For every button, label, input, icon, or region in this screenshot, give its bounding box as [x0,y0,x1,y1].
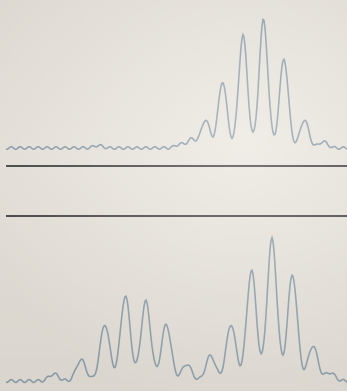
upper-trace [5,18,347,151]
lower-trace [5,234,347,384]
